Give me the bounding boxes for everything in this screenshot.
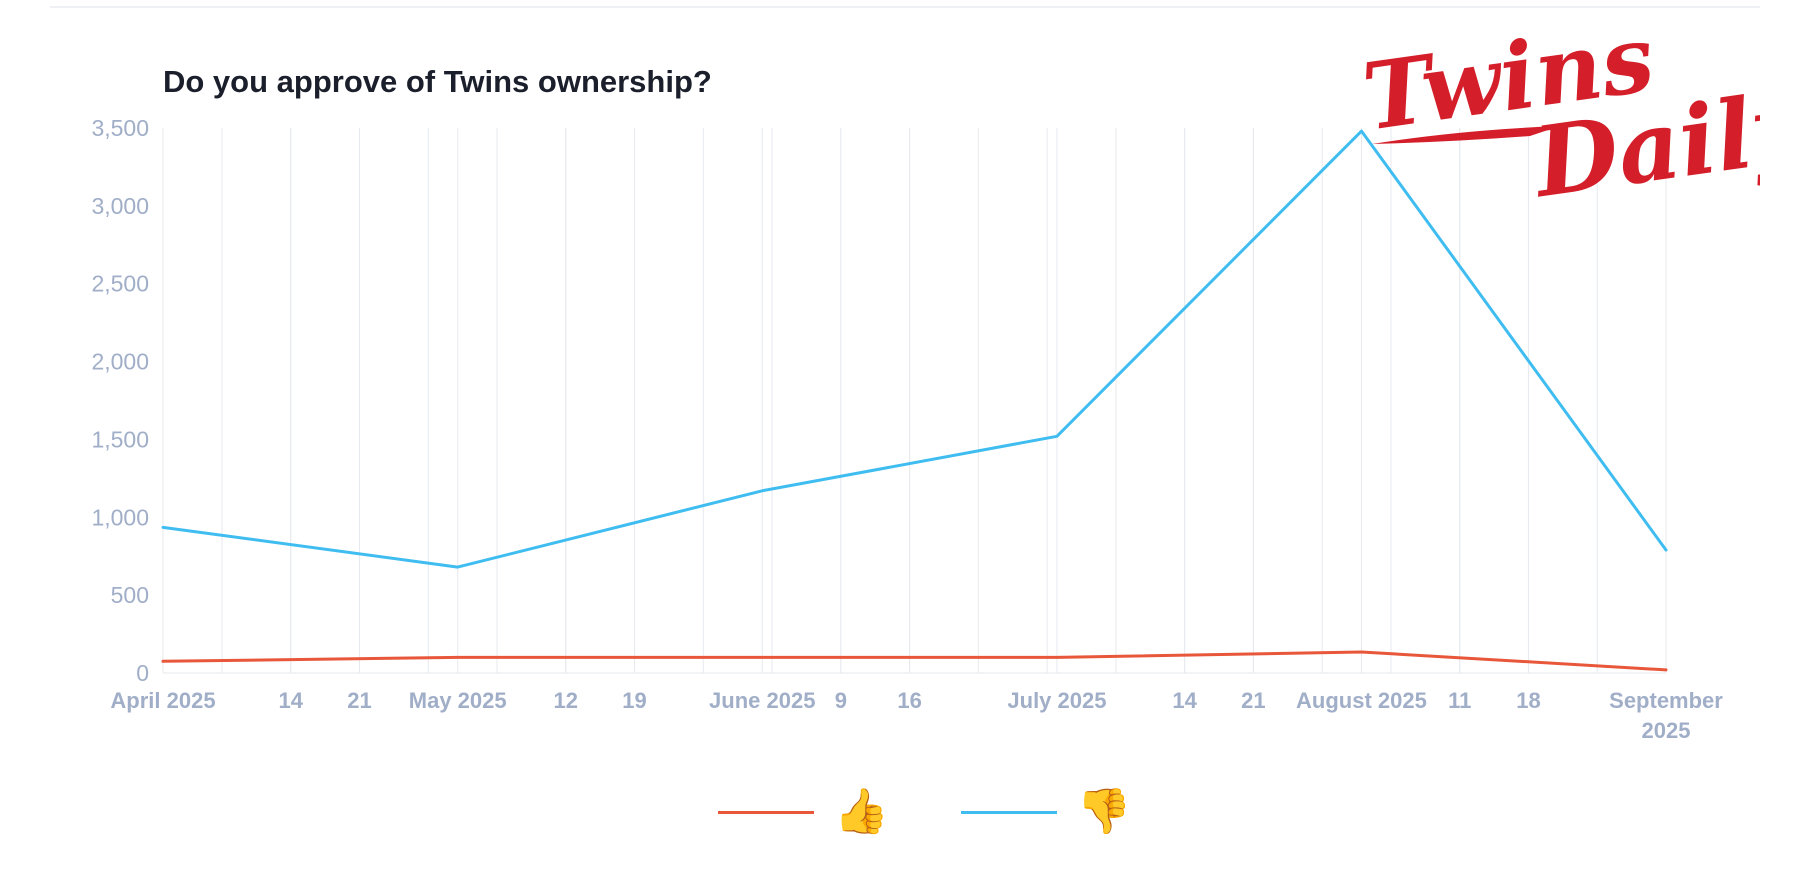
legend-swatch-approve xyxy=(718,810,814,814)
chart-legend: 👍 👎 xyxy=(718,786,1204,838)
x-tick-label: September 2025 xyxy=(1609,688,1723,743)
y-axis-ticks: 0 500 1,000 1,500 2,000 2,500 3,000 3,500 xyxy=(91,115,149,686)
thumbs-up-icon: 👍 xyxy=(834,787,889,836)
x-tick-label: August 2025 xyxy=(1296,688,1427,713)
y-tick-label: 1,000 xyxy=(91,504,149,530)
legend-swatch-disapprove xyxy=(960,810,1057,814)
x-tick-label: June 2025 xyxy=(709,688,815,713)
x-tick-label: May 2025 xyxy=(409,688,507,713)
x-tick-label: 11 xyxy=(1448,688,1471,713)
series-line-disapprove xyxy=(161,129,1668,569)
x-tick-label: 21 xyxy=(347,688,371,713)
x-tick-label: 9 xyxy=(835,688,847,713)
series-lines xyxy=(161,129,1668,672)
x-tick-label: 14 xyxy=(1172,688,1197,713)
x-tick-label: 21 xyxy=(1241,688,1265,713)
legend-item-thumbs-up[interactable]: 👍 xyxy=(718,786,889,838)
thumbs-down-icon: 👎 xyxy=(1076,787,1132,836)
logo-swash xyxy=(1372,126,1560,144)
x-tick-label: 12 xyxy=(554,688,578,713)
series-line-approve xyxy=(161,650,1668,672)
x-axis-ticks: April 2025 14 21 May 2025 12 19 June 2025 9 16 Ju… xyxy=(110,688,1723,743)
chart-title: Do you approve of Twins ownership? xyxy=(163,64,712,99)
y-tick-label: 3,000 xyxy=(91,193,149,219)
x-tick-label: July 2025 xyxy=(1007,688,1106,713)
top-divider xyxy=(50,6,1760,8)
x-tick-label: 19 xyxy=(622,688,646,713)
grid-lines xyxy=(162,128,1667,674)
twins-daily-logo: Twins Daily xyxy=(1360,22,1760,202)
y-tick-label: 1,500 xyxy=(91,426,149,452)
legend-item-thumbs-down[interactable]: 👎 xyxy=(960,786,1132,838)
x-tick-label: 16 xyxy=(897,688,921,713)
x-tick-label: 18 xyxy=(1516,688,1540,713)
y-tick-label: 2,500 xyxy=(91,271,149,297)
y-tick-label: 500 xyxy=(111,582,149,608)
y-tick-label: 3,500 xyxy=(91,115,149,141)
x-tick-label: April 2025 xyxy=(110,688,215,713)
x-tick-label: 14 xyxy=(278,688,303,713)
y-tick-label: 2,000 xyxy=(91,349,149,375)
y-tick-label: 0 xyxy=(136,660,149,686)
